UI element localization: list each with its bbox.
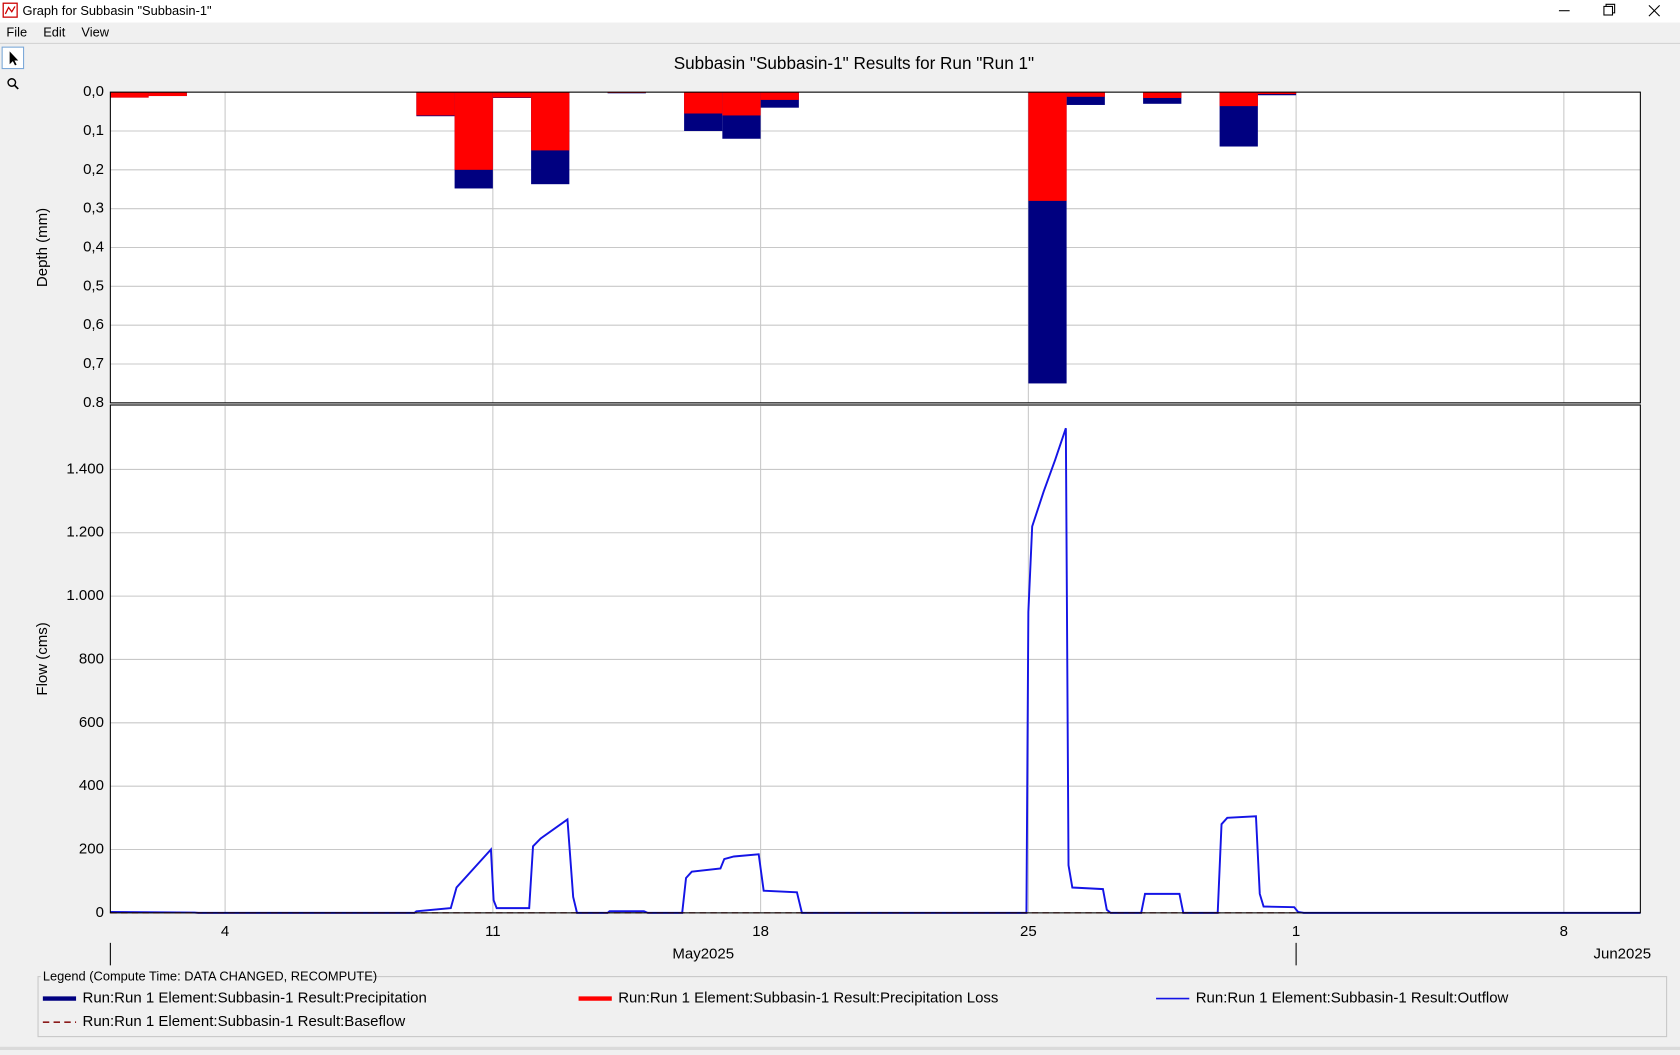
period-label: May2025	[672, 946, 734, 963]
loss-bar	[110, 92, 149, 98]
x-tick-label: 25	[1020, 923, 1037, 940]
loss-bar	[1143, 92, 1182, 98]
y-tick-label: 1.000	[66, 587, 104, 604]
loss-bar	[684, 92, 723, 114]
y-tick-label: 0,2	[83, 161, 104, 178]
y-tick-label: 200	[79, 840, 104, 857]
y-tick-label: 1.400	[66, 460, 104, 477]
close-button[interactable]	[1648, 4, 1661, 17]
y-axis-label: Flow (cms)	[34, 622, 51, 695]
y-tick-label: 0	[96, 904, 104, 921]
app-icon-graph	[4, 6, 16, 15]
legend-label: Run:Run 1 Element:Subbasin-1 Result:Prec…	[618, 990, 998, 1007]
legend-label: Run:Run 1 Element:Subbasin-1 Result:Prec…	[83, 990, 427, 1007]
legend-label: Run:Run 1 Element:Subbasin-1 Result:Base…	[83, 1013, 406, 1030]
legend-title: Legend (Compute Time: DATA CHANGED, RECO…	[43, 969, 377, 984]
loss-bar	[1257, 92, 1297, 95]
flow-plot-frame	[109, 404, 1641, 914]
loss-bar	[1028, 92, 1067, 201]
y-tick-label: 0,0	[83, 83, 104, 100]
x-tick-label: 4	[221, 923, 229, 940]
y-axis-label: Depth (mm)	[34, 208, 51, 287]
legend-label: Run:Run 1 Element:Subbasin-1 Result:Outf…	[1196, 990, 1509, 1007]
loss-bar	[454, 92, 493, 170]
legend-box	[37, 976, 1668, 1038]
x-tick-label: 1	[1292, 923, 1300, 940]
x-tick-label: 18	[752, 923, 769, 940]
y-tick-label: 600	[79, 714, 104, 731]
y-tick-label: 1.200	[66, 524, 104, 541]
y-tick-label: 0,7	[83, 355, 104, 372]
y-tick-label: 400	[79, 777, 104, 794]
title-bar	[0, 0, 1680, 23]
depth-plot-frame	[109, 91, 1641, 404]
zoom-tool[interactable]	[7, 78, 17, 87]
loss-bar	[148, 92, 187, 97]
loss-bar	[722, 92, 761, 116]
restore-button[interactable]	[1603, 5, 1614, 16]
y-tick-label: 0,6	[83, 316, 104, 333]
y-tick-label: 0,1	[83, 122, 104, 139]
legend-title-bg	[40, 969, 358, 985]
x-tick-label: 8	[1560, 923, 1568, 940]
period-label: Jun2025	[1594, 946, 1652, 963]
menu-bar: File Edit View	[6, 25, 109, 40]
y-tick-label: 0,4	[83, 238, 104, 255]
loss-bar	[760, 92, 799, 100]
loss-bar	[1219, 92, 1258, 107]
loss-bar	[531, 92, 570, 151]
menu-item[interactable]: Edit	[43, 25, 66, 40]
chart-title: Subbasin "Subbasin-1" Results for Run "R…	[674, 53, 1034, 73]
select-tool-icon	[9, 51, 19, 66]
restore-button-back	[1605, 3, 1616, 14]
loss-bar	[416, 92, 455, 116]
menu-item[interactable]: File	[6, 25, 27, 40]
loss-bar	[1066, 92, 1105, 97]
zoom-tool-handle	[13, 84, 19, 90]
y-tick-label: 0.8	[83, 394, 104, 411]
x-tick-label: 11	[485, 923, 501, 940]
status-bar	[0, 1046, 1680, 1050]
window-title: Graph for Subbasin "Subbasin-1"	[23, 3, 212, 18]
menu-item[interactable]: View	[81, 25, 109, 40]
y-tick-label: 0,5	[83, 277, 104, 294]
y-tick-label: 0,3	[83, 200, 104, 217]
y-tick-label: 800	[79, 650, 104, 667]
loss-bar	[492, 92, 532, 98]
